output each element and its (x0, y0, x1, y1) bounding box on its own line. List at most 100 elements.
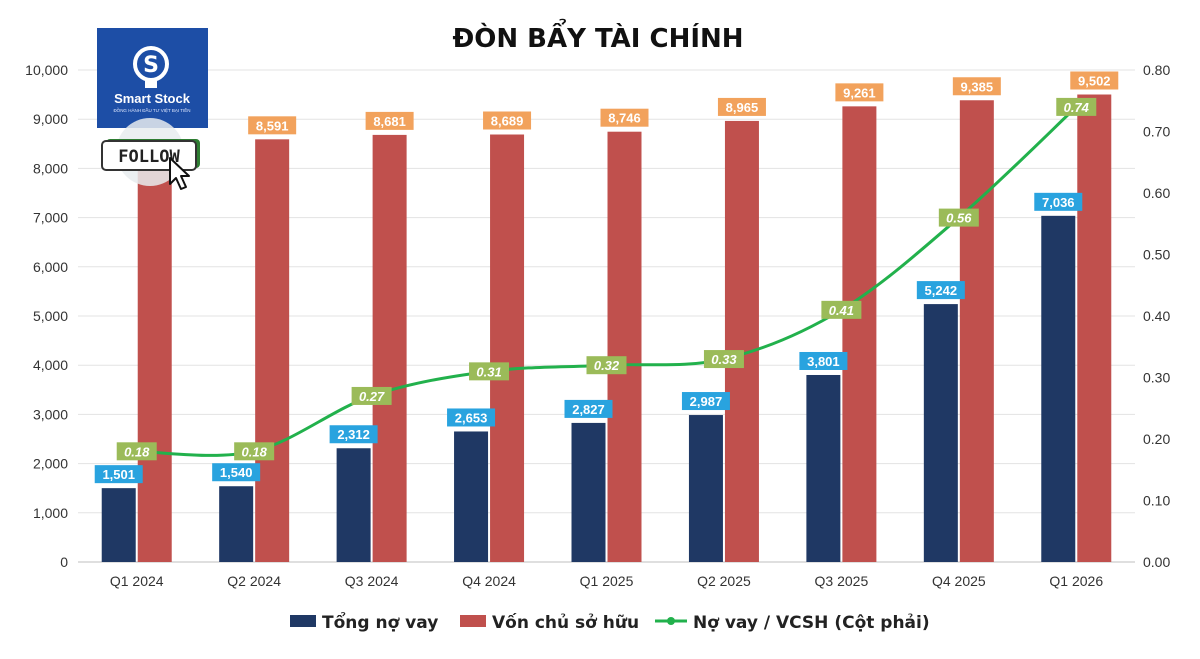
y-right-tick-label: 0.30 (1143, 370, 1170, 386)
follow-button[interactable]: FOLLOW (101, 118, 200, 190)
x-tick-label: Q3 2025 (815, 573, 869, 589)
legend-label-ratio: Nợ vay / VCSH (Cột phải) (693, 613, 930, 633)
debt-value-label-bg (1034, 192, 1083, 211)
y-left-tick-label: 10,000 (25, 62, 68, 78)
equity-value-label: 8,965 (726, 100, 759, 115)
y-right-tick-label: 0.20 (1143, 431, 1170, 447)
y-left-tick-label: 5,000 (33, 308, 68, 324)
bar-equity (724, 120, 759, 562)
debt-value-label: 2,827 (572, 402, 605, 417)
y-right-tick-label: 0.00 (1143, 554, 1170, 570)
y-left-tick-label: 3,000 (33, 406, 68, 422)
equity-value-label: 8,591 (256, 118, 289, 133)
x-tick-label: Q2 2025 (697, 573, 751, 589)
bar-equity (607, 131, 642, 563)
y-right-tick-label: 0.80 (1143, 62, 1170, 78)
debt-value-label: 3,801 (807, 354, 840, 369)
ratio-value-label-bg (234, 442, 275, 461)
equity-value-label: 9,502 (1078, 74, 1111, 89)
bar-equity (372, 134, 407, 562)
x-tick-label: Q2 2024 (227, 573, 281, 589)
y-left-tick-label: 9,000 (33, 111, 68, 127)
x-tick-label: Q3 2024 (345, 573, 399, 589)
debt-value-label-bg (799, 351, 848, 370)
smart-stock-logo: S Smart Stock ĐỒNG HÀNH ĐẦU TƯ VIỆT BẠI … (97, 28, 208, 128)
x-tick-label: Q4 2024 (462, 573, 516, 589)
bar-debt (101, 488, 136, 562)
x-tick-label: Q1 2025 (580, 573, 634, 589)
x-tick-label: Q1 2026 (1049, 573, 1103, 589)
equity-value-label-bg (600, 108, 649, 127)
bar-debt (923, 304, 958, 562)
ratio-value-label: 0.18 (242, 444, 268, 459)
ratio-value-label: 0.56 (946, 211, 972, 226)
bar-debt (454, 431, 489, 562)
legend: Tổng nợ vay Vốn chủ sở hữu Nợ vay / VCSH… (290, 611, 930, 633)
lightbulb-dollar-icon: S (133, 46, 169, 88)
y-right-tick-label: 0.70 (1143, 124, 1170, 140)
bar-equity (842, 106, 877, 563)
bar-debt (219, 486, 254, 562)
equity-value-label-bg (717, 97, 766, 116)
ratio-value-label: 0.33 (711, 352, 737, 367)
ratio-value-label: 0.18 (124, 444, 150, 459)
debt-value-label: 1,501 (102, 467, 135, 482)
debt-value-label-bg (447, 408, 496, 427)
debt-value-label: 2,987 (690, 394, 723, 409)
equity-value-label: 8,681 (373, 114, 406, 129)
debt-value-label: 2,312 (337, 427, 370, 442)
y-left-tick-label: 8,000 (33, 160, 68, 176)
ratio-value-label-bg (938, 208, 979, 227)
ratio-value-label: 0.32 (594, 358, 620, 373)
legend-swatch-debt (290, 615, 316, 627)
bar-debt (336, 448, 371, 562)
data-labels: 1,501 0.18 1,540 8,591 0.18 2,312 8,681 0.27 2,6… (94, 71, 1119, 484)
equity-value-label-bg (365, 111, 414, 130)
legend-marker-ratio (667, 617, 675, 625)
ratio-value-label-bg (586, 356, 627, 375)
y-right-tick-label: 0.50 (1143, 247, 1170, 263)
svg-text:S: S (143, 53, 159, 78)
y-left-tick-label: 6,000 (33, 259, 68, 275)
debt-value-label: 7,036 (1042, 195, 1075, 210)
bar-equity (959, 100, 994, 563)
debt-value-label-bg (681, 392, 730, 411)
y-left-tick-label: 7,000 (33, 210, 68, 226)
debt-value-label-bg (329, 425, 378, 444)
ratio-value-label: 0.41 (829, 303, 854, 318)
y-right-tick-label: 0.60 (1143, 185, 1170, 201)
follow-label: FOLLOW (118, 147, 180, 167)
equity-value-label: 9,385 (961, 79, 994, 94)
logo-tagline: ĐỒNG HÀNH ĐẦU TƯ VIỆT BẠI TIỀN (113, 106, 190, 113)
y-right-tick-label: 0.40 (1143, 308, 1170, 324)
debt-value-label-bg (564, 399, 613, 418)
y-axis-left: 0 1,000 2,000 3,000 4,000 5,000 6,000 7,000 8,00… (25, 62, 68, 570)
equity-value-label-bg (835, 83, 884, 102)
equity-value-label-bg (952, 77, 1001, 96)
equity-value-label-bg (483, 111, 532, 130)
ratio-value-label: 0.74 (1064, 100, 1090, 115)
ratio-value-label: 0.31 (476, 364, 501, 379)
x-axis: Q1 2024 Q2 2024 Q3 2024 Q4 2024 Q1 2025 Q2 20… (110, 573, 1103, 589)
debt-value-label-bg (916, 281, 965, 300)
bar-debt (688, 415, 723, 562)
legend-label-equity: Vốn chủ sở hữu (492, 612, 639, 633)
ratio-value-label-bg (821, 300, 862, 319)
bar-equity (137, 139, 172, 562)
bar-equity (1077, 94, 1112, 563)
debt-value-label: 1,540 (220, 465, 253, 480)
legend-swatch-equity (460, 615, 486, 627)
ratio-value-label-bg (351, 386, 392, 405)
debt-value-label: 2,653 (455, 410, 488, 425)
ratio-value-label-bg (469, 362, 510, 381)
debt-value-label-bg (212, 463, 261, 482)
logo-brand: Smart Stock (114, 91, 191, 106)
y-left-tick-label: 1,000 (33, 505, 68, 521)
bar-equity (255, 139, 290, 562)
equity-value-label-bg (1070, 71, 1119, 90)
y-left-tick-label: 0 (60, 554, 68, 570)
y-left-tick-label: 4,000 (33, 357, 68, 373)
y-axis-right: 0.00 0.10 0.20 0.30 0.40 0.50 0.60 0.70 0.80 (1143, 62, 1170, 570)
bar-equity (490, 134, 525, 562)
